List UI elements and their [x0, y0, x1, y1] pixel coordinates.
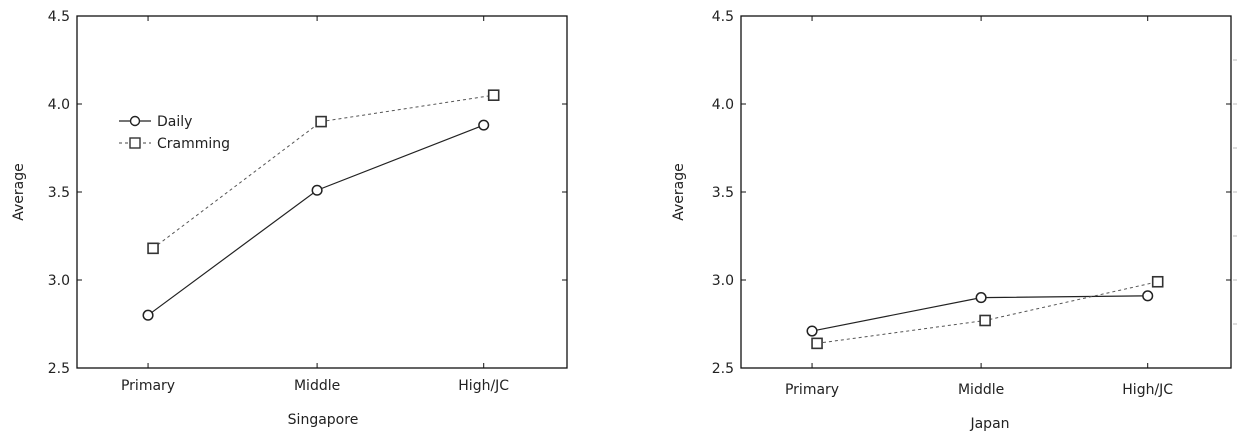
singapore-panel: 2.5 3.0 3.5 4.0 4.5 Primary Middle High/JC Ave…	[11, 9, 568, 428]
singapore-x-tick-label: High/JC	[458, 378, 509, 394]
japan-x-tick-label: Primary	[785, 382, 839, 398]
singapore-cramming-point-high-jc	[487, 89, 500, 101]
japan-y-tick-label: 4.5	[712, 9, 734, 25]
japan-y-tick-label: 3.0	[712, 273, 734, 289]
singapore-y-tick-label: 3.5	[48, 185, 70, 201]
japan-y-tick-label: 2.5	[712, 361, 734, 377]
legend-cramming-label: Cramming	[157, 136, 230, 152]
singapore-y-tick-label: 3.0	[48, 273, 70, 289]
singapore-cramming-point-middle	[315, 115, 327, 128]
singapore-x-tick-label: Middle	[294, 378, 340, 394]
singapore-x-axis-label: Singapore	[288, 412, 359, 428]
japan-y-axis: 2.5 3.0 3.5 4.0 4.5	[712, 9, 1231, 377]
legend-daily-label: Daily	[157, 114, 192, 130]
japan-x-tick-label: Middle	[958, 382, 1004, 398]
japan-y-tick-label: 4.0	[712, 97, 734, 113]
singapore-y-axis: 2.5 3.0 3.5 4.0 4.5	[48, 9, 567, 377]
singapore-y-tick-label: 2.5	[48, 361, 70, 377]
legend-item-daily: Daily	[119, 114, 192, 130]
singapore-x-tick-label: Primary	[121, 378, 175, 394]
japan-daily-point-middle	[975, 292, 987, 304]
legend-cramming-marker	[129, 137, 141, 149]
singapore-x-axis: Primary Middle High/JC	[121, 16, 509, 394]
singapore-series	[142, 89, 500, 321]
japan-cramming-point-middle	[979, 314, 991, 327]
singapore-cramming-point-primary	[147, 242, 159, 255]
japan-panel: 2.5 3.0 3.5 4.0 4.5 Primary Middle High/JC Ave…	[671, 9, 1237, 432]
legend-item-cramming: Cramming	[119, 136, 230, 152]
singapore-daily-point-high-jc	[478, 119, 490, 131]
legend: Daily Cramming	[119, 114, 230, 152]
singapore-y-tick-label: 4.5	[48, 9, 70, 25]
japan-y-axis-label: Average	[671, 163, 687, 221]
japan-y-tick-label: 3.5	[712, 185, 734, 201]
japan-x-axis: Primary Middle High/JC	[785, 16, 1173, 398]
singapore-daily-point-primary	[142, 309, 154, 321]
japan-cramming-point-primary	[811, 337, 823, 350]
clipped-edge-ticks	[1233, 59, 1237, 325]
japan-daily-point-primary	[806, 325, 818, 337]
japan-cramming-line	[816, 281, 1158, 344]
singapore-daily-line	[147, 124, 484, 316]
legend-daily-marker	[129, 115, 141, 127]
singapore-y-tick-label: 4.0	[48, 97, 70, 113]
singapore-daily-point-middle	[311, 184, 323, 196]
japan-daily-point-high-jc	[1142, 290, 1154, 302]
singapore-y-axis-label: Average	[11, 163, 27, 221]
japan-cramming-point-high-jc	[1151, 275, 1164, 288]
japan-x-axis-label: Japan	[969, 416, 1009, 432]
japan-x-tick-label: High/JC	[1122, 382, 1173, 398]
japan-series	[806, 275, 1164, 350]
